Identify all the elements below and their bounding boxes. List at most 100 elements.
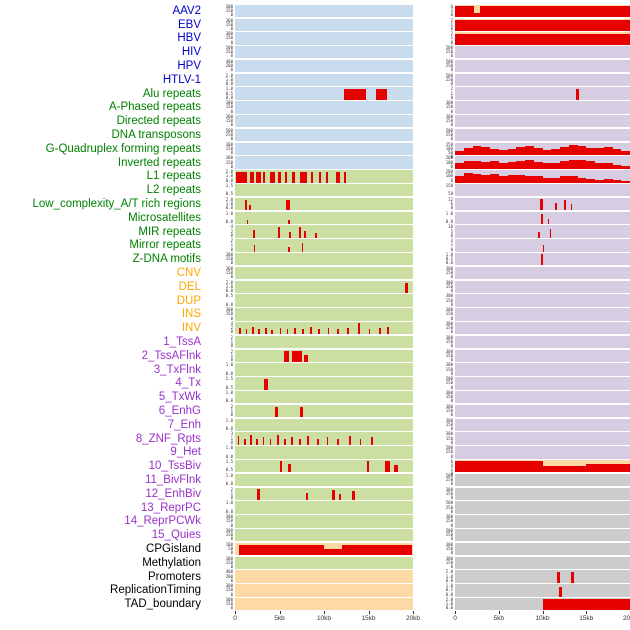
track-panel-left bbox=[235, 115, 413, 128]
track-label: 14_ReprPCWk bbox=[124, 515, 201, 528]
track-row: 12_EnhBiv 2 1 0 300 150 0 bbox=[0, 487, 630, 501]
y-tick-label: 200 bbox=[225, 63, 233, 69]
y-tick-label: 0.5 bbox=[225, 191, 233, 197]
track-label: Mirror repeats bbox=[129, 239, 201, 252]
data-bar bbox=[472, 173, 482, 183]
track-panel-right bbox=[455, 363, 630, 376]
y-tick-label: 0 bbox=[230, 315, 233, 321]
y-axis-right: 300 150 0 bbox=[413, 294, 455, 306]
y-tick-label: 0 bbox=[230, 563, 233, 569]
y-tick-label: 0.0 bbox=[225, 453, 233, 459]
data-bar bbox=[277, 172, 281, 183]
y-axis-left: 1.0 0.0 bbox=[205, 363, 235, 375]
data-bar bbox=[262, 172, 266, 183]
y-tick-label: 1.0 bbox=[225, 283, 233, 289]
y-axis-right: 300 150 0 bbox=[413, 101, 455, 113]
track-label: 10_TssBiv bbox=[148, 460, 201, 473]
y-tick-label: 150 bbox=[225, 35, 233, 41]
y-axis-right: 2.0 1.0 0.0 bbox=[413, 570, 455, 582]
track-panel-left bbox=[235, 239, 413, 252]
y-tick-label: 0 bbox=[450, 25, 453, 31]
y-tick-label: 0 bbox=[230, 150, 233, 156]
track-panel-right bbox=[455, 59, 630, 73]
y-tick-label: 0.0 bbox=[225, 370, 233, 376]
data-bar bbox=[256, 172, 261, 183]
data-bar bbox=[516, 147, 525, 156]
y-tick-label: 150 bbox=[225, 587, 233, 593]
y-tick-label: 1.5 bbox=[225, 183, 233, 189]
data-bar bbox=[557, 571, 560, 583]
track-label: HBV bbox=[177, 32, 201, 45]
track-row: HBV 300 150 0 2 1 0 bbox=[0, 32, 630, 46]
y-tick-label: 0 bbox=[450, 412, 453, 418]
track-row: G-Quadruplex forming repeats 300 150 0 150 10… bbox=[0, 141, 630, 158]
track-label: 8_ZNF_Rpts bbox=[135, 432, 201, 445]
y-tick-label: 300 bbox=[225, 252, 233, 258]
data-bar bbox=[480, 5, 630, 18]
track-label: 9_Het bbox=[170, 446, 201, 459]
y-axis-left: 2.0 1.0 0.0 bbox=[205, 280, 235, 293]
y-tick-label: 0 bbox=[450, 301, 453, 307]
track-label: Microsatellites bbox=[128, 211, 201, 224]
y-tick-label: 0 bbox=[230, 439, 233, 445]
y-tick-label: 300 bbox=[445, 555, 453, 561]
y-tick-label: 500 bbox=[445, 45, 453, 51]
y-tick-label: 0 bbox=[450, 315, 453, 321]
track-panel-right bbox=[455, 211, 630, 225]
data-bar bbox=[507, 175, 517, 183]
y-tick-label: 4 bbox=[230, 224, 233, 230]
y-tick-label: 4 bbox=[450, 463, 453, 468]
data-bar bbox=[250, 172, 254, 183]
y-tick-label: 0 bbox=[230, 522, 233, 528]
y-tick-label: 3 bbox=[230, 431, 233, 437]
y-tick-label: 1.0 bbox=[225, 362, 233, 368]
y-tick-label: 1 bbox=[450, 21, 453, 27]
y-axis-right: 300 150 0 bbox=[413, 349, 455, 362]
y-tick-label: 300 bbox=[445, 486, 453, 492]
y-tick-label: 150 bbox=[445, 183, 453, 189]
y-tick-label: 150 bbox=[225, 145, 233, 151]
y-axis-left: 300 150 0 bbox=[205, 115, 235, 127]
y-tick-label: 0.5 bbox=[225, 384, 233, 390]
data-bar bbox=[291, 437, 293, 445]
y-tick-label: 2.0 bbox=[445, 596, 453, 602]
y-tick-label: 2 bbox=[450, 86, 453, 92]
data-bar bbox=[258, 329, 260, 335]
y-tick-label: 1.5 bbox=[225, 376, 233, 382]
y-axis-left: 100 50 0 bbox=[205, 542, 235, 555]
y-tick-label: 1 bbox=[230, 490, 233, 496]
data-bar bbox=[344, 89, 366, 100]
data-bar bbox=[551, 178, 560, 183]
y-tick-label: 0 bbox=[230, 357, 233, 362]
y-tick-label: 200 bbox=[445, 169, 453, 175]
track-label: DUP bbox=[176, 294, 201, 307]
track-panel-left bbox=[235, 556, 413, 569]
data-bar bbox=[307, 436, 309, 445]
y-tick-label: 150 bbox=[225, 21, 233, 27]
x-tick-label: 15kb bbox=[361, 615, 376, 623]
y-tick-label: 1 bbox=[450, 90, 453, 96]
track-panel-left bbox=[235, 266, 413, 280]
y-tick-label: 250 bbox=[445, 49, 453, 55]
data-bar bbox=[498, 163, 508, 169]
y-tick-label: 150 bbox=[445, 118, 453, 124]
data-bar bbox=[244, 200, 248, 211]
y-tick-label: 0 bbox=[450, 329, 453, 335]
data-bar bbox=[337, 438, 340, 445]
y-tick-label: 0 bbox=[450, 94, 453, 100]
track-label: ReplicationTiming bbox=[110, 584, 201, 597]
y-axis-left: 1.5 0.5 bbox=[205, 460, 235, 472]
y-tick-label: 300 bbox=[225, 141, 233, 147]
data-bar bbox=[262, 437, 265, 445]
track-label: 11_BivFlnk bbox=[144, 473, 201, 486]
track-label: Z-DNA motifs bbox=[132, 253, 201, 266]
y-axis-left: 1.0 0.0 bbox=[205, 391, 235, 403]
data-bar bbox=[595, 162, 604, 169]
x-tick-mark bbox=[279, 611, 281, 615]
track-label: Inverted repeats bbox=[117, 156, 201, 169]
track-row: 3_TxFlnk 1.0 0.0 300 150 0 bbox=[0, 363, 630, 377]
track-label: INV bbox=[181, 322, 201, 335]
y-axis-right: 300 150 0 bbox=[413, 391, 455, 403]
